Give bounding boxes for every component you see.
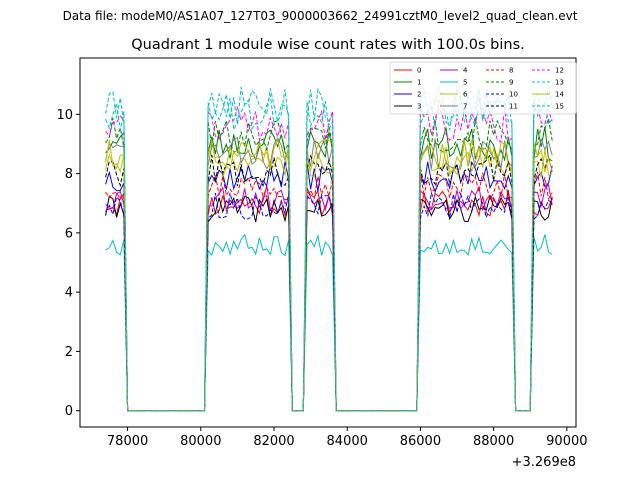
legend-label-0: 0 xyxy=(417,67,421,75)
chart-suptitle: Data file: modeM0/AS1A07_127T03_90000036… xyxy=(63,9,578,23)
legend-label-6: 6 xyxy=(463,91,468,99)
legend-label-14: 14 xyxy=(555,91,564,99)
series-line-6 xyxy=(105,145,553,412)
chart-title: Quadrant 1 module wise count rates with … xyxy=(131,37,525,53)
x-axis-offset-label: +3.269e8 xyxy=(512,455,576,470)
series-line-7 xyxy=(105,135,553,412)
series-line-10 xyxy=(105,191,553,412)
y-tick-label: 0 xyxy=(65,404,73,419)
series-line-0 xyxy=(105,189,553,412)
legend-label-10: 10 xyxy=(509,91,518,99)
legend-label-5: 5 xyxy=(463,79,467,87)
x-tick-label: 86000 xyxy=(400,434,441,449)
x-axis: 78000 80000 82000 84000 86000 88000 90000 xyxy=(107,427,588,449)
y-tick-label: 2 xyxy=(65,345,73,360)
series-line-12 xyxy=(105,103,553,412)
legend-box xyxy=(389,61,577,115)
series-line-5 xyxy=(105,233,553,412)
legend-label-9: 9 xyxy=(509,79,513,87)
legend-label-15: 15 xyxy=(555,103,564,111)
legend-label-1: 1 xyxy=(417,79,421,87)
legend-label-7: 7 xyxy=(463,103,467,111)
series-line-4 xyxy=(105,183,553,412)
legend-label-8: 8 xyxy=(509,67,513,75)
y-axis: 0 2 4 6 8 10 xyxy=(56,108,80,419)
plot-lines xyxy=(105,85,553,412)
legend-label-12: 12 xyxy=(555,67,564,75)
x-tick-label: 82000 xyxy=(253,434,294,449)
series-line-11 xyxy=(105,153,553,412)
legend-label-13: 13 xyxy=(555,79,564,87)
y-tick-label: 6 xyxy=(65,226,73,241)
y-tick-label: 4 xyxy=(65,286,73,301)
x-tick-label: 84000 xyxy=(327,434,368,449)
plot-frame xyxy=(79,57,577,428)
series-line-2 xyxy=(105,160,553,412)
x-tick-label: 90000 xyxy=(546,434,587,449)
legend-label-4: 4 xyxy=(463,67,468,75)
legend-label-3: 3 xyxy=(417,103,421,111)
legend-label-11: 11 xyxy=(509,103,518,111)
x-tick-label: 80000 xyxy=(180,434,221,449)
y-tick-label: 8 xyxy=(65,167,73,182)
x-tick-label: 88000 xyxy=(473,434,514,449)
x-tick-label: 78000 xyxy=(107,434,148,449)
legend-label-2: 2 xyxy=(417,91,421,99)
series-line-3 xyxy=(105,194,553,412)
y-tick-label: 10 xyxy=(56,108,73,123)
